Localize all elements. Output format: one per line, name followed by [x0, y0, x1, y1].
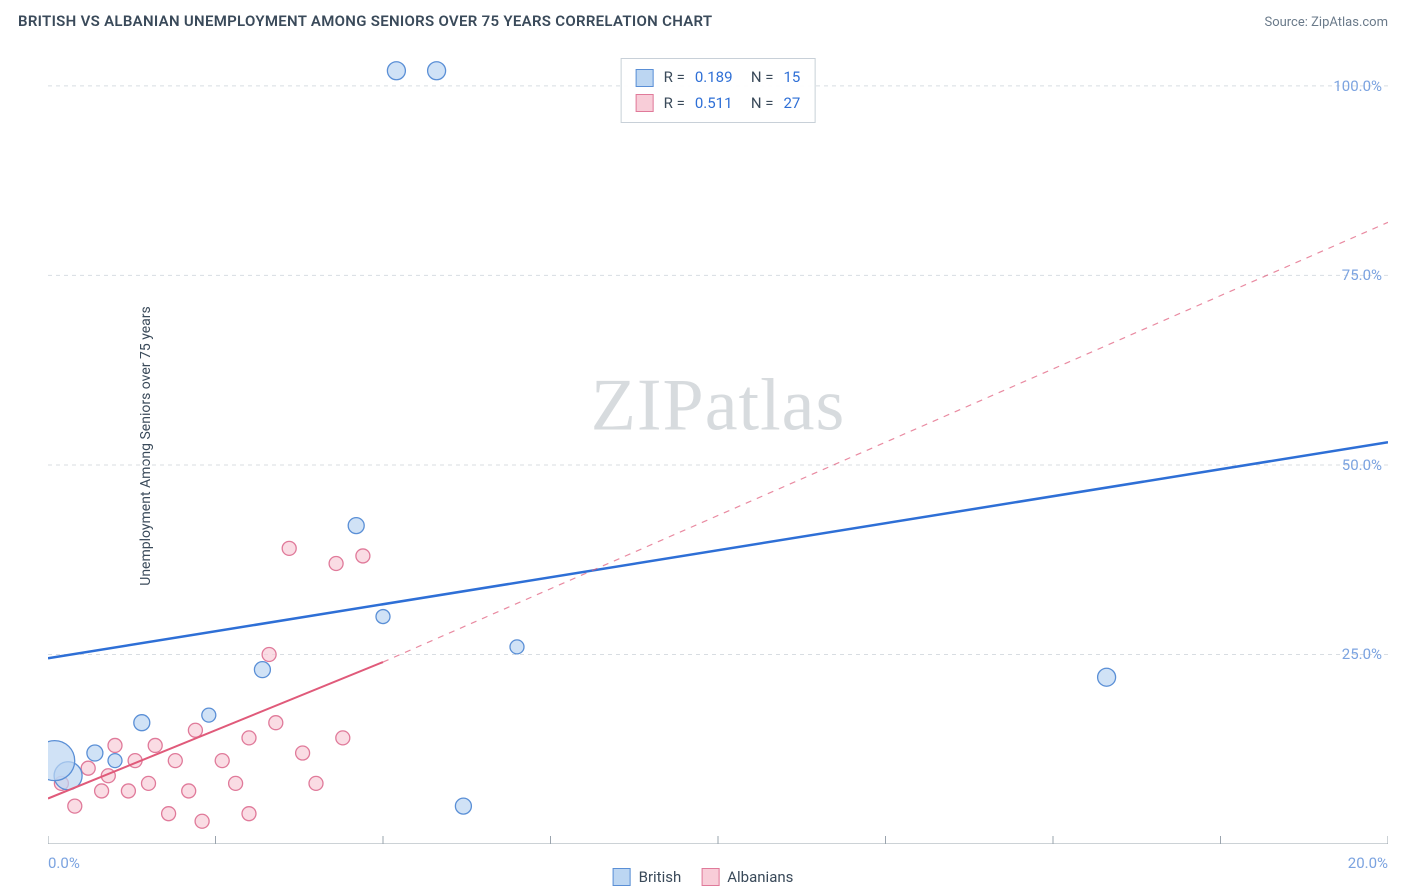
swatch-albanians-icon: [701, 868, 719, 886]
scatter-plot-svg: [48, 48, 1388, 844]
source-attribution: Source: ZipAtlas.com: [1264, 15, 1388, 30]
legend-label-albanians: Albanians: [727, 868, 793, 886]
x-tick-min: 0.0%: [48, 854, 80, 872]
chart-area: ZIPatlas R = 0.189 N = 15 R = 0.511 N = …: [48, 48, 1388, 844]
swatch-british-icon: [613, 868, 631, 886]
n-value-british: 15: [783, 65, 800, 91]
legend-label-british: British: [639, 868, 682, 886]
y-tick-label: 75.0%: [1342, 266, 1382, 284]
legend-item-british: British: [613, 868, 682, 886]
y-tick-label: 25.0%: [1342, 645, 1382, 663]
n-label: N =: [751, 91, 774, 117]
swatch-albanians: [636, 94, 654, 112]
legend-item-albanians: Albanians: [701, 868, 793, 886]
r-label: R =: [664, 91, 685, 117]
r-value-albanians: 0.511: [695, 91, 741, 117]
n-label: N =: [751, 65, 774, 91]
y-tick-label: 50.0%: [1342, 456, 1382, 474]
bottom-legend: British Albanians: [613, 868, 794, 886]
correlation-row-albanians: R = 0.511 N = 27: [636, 91, 801, 117]
y-tick-label: 100.0%: [1333, 77, 1382, 95]
swatch-british: [636, 69, 654, 87]
correlation-row-british: R = 0.189 N = 15: [636, 65, 801, 91]
x-tick-max: 20.0%: [1348, 854, 1388, 872]
r-value-british: 0.189: [695, 65, 741, 91]
n-value-albanians: 27: [783, 91, 800, 117]
r-label: R =: [664, 65, 685, 91]
chart-title: BRITISH VS ALBANIAN UNEMPLOYMENT AMONG S…: [18, 12, 712, 30]
correlation-legend: R = 0.189 N = 15 R = 0.511 N = 27: [621, 58, 816, 123]
